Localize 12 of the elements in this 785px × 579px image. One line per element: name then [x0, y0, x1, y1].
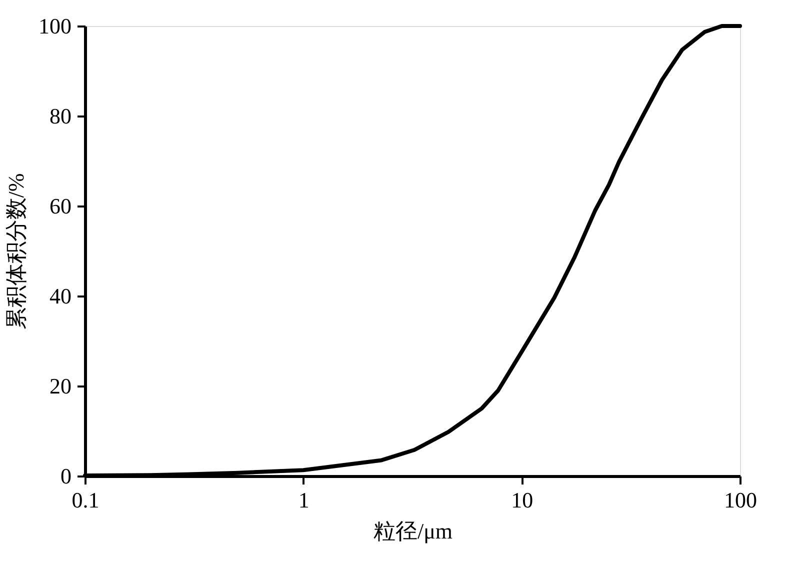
y-tick-label: 40	[50, 284, 72, 308]
y-axis-title: 累积体积分数/%	[4, 173, 28, 330]
y-tick-label: 20	[50, 374, 72, 398]
x-tick-label: 100	[724, 488, 757, 512]
x-axis-title: 粒径/μm	[373, 518, 453, 544]
y-tick-label: 60	[50, 194, 72, 218]
x-tick-label: 10	[511, 488, 534, 512]
x-tick-label: 1	[298, 488, 310, 512]
y-tick-label: 0	[60, 464, 72, 488]
y-tick-label: 100	[38, 14, 72, 38]
y-tick-label: 80	[50, 104, 72, 128]
x-tick-label: 0.1	[72, 488, 100, 512]
